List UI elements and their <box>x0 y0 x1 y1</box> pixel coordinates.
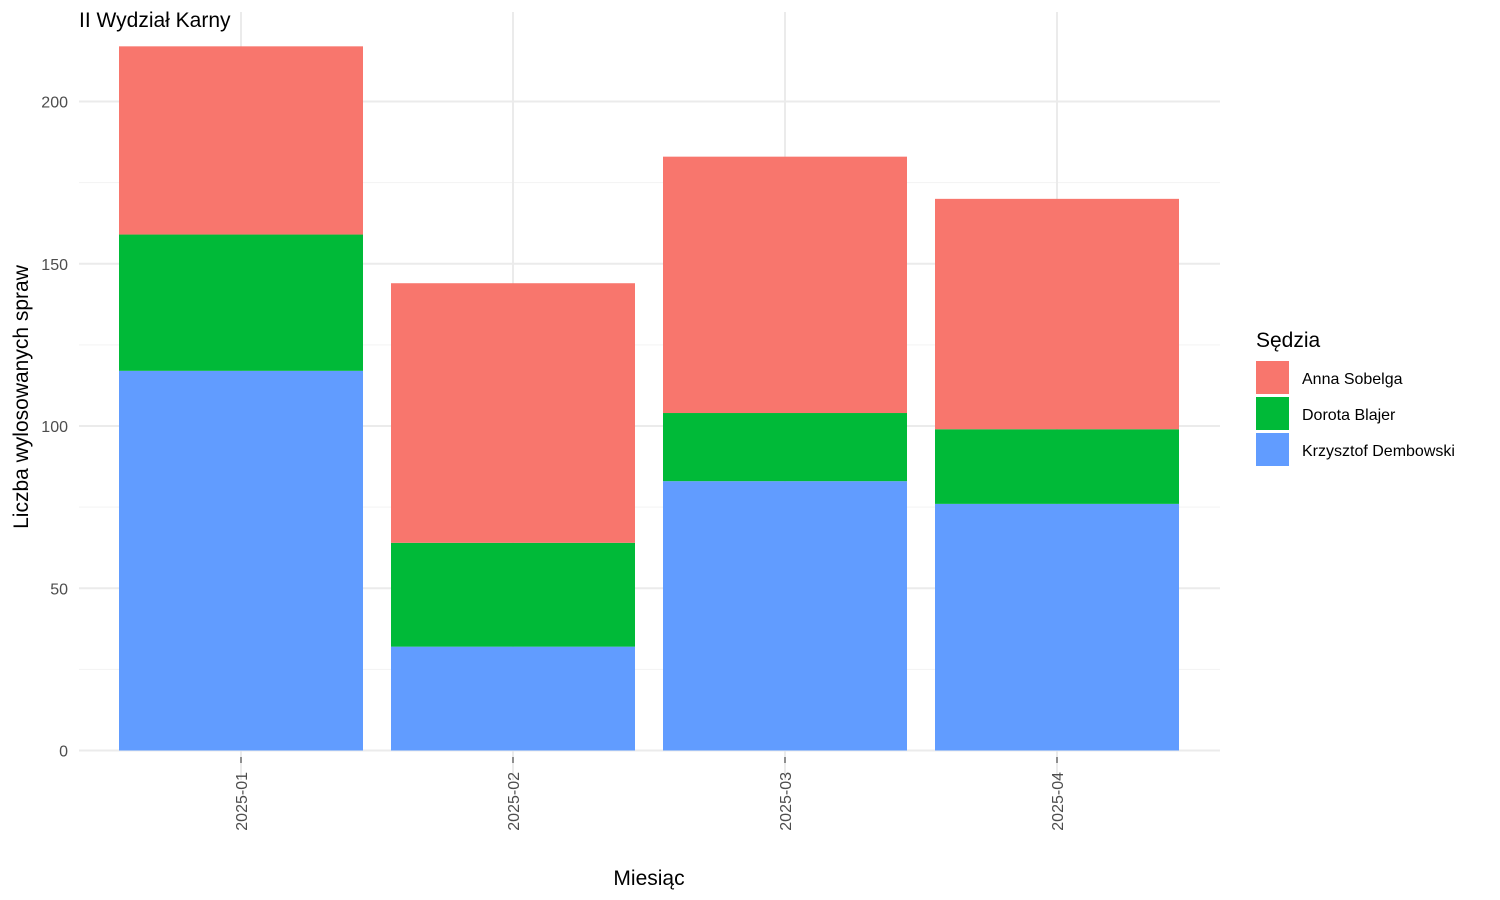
y-tick-label: 100 <box>41 419 68 436</box>
x-tick-label: 2025-03 <box>778 772 795 831</box>
y-tick-label: 200 <box>41 95 68 112</box>
x-tick-label: 2025-04 <box>1050 772 1067 831</box>
bar-segment <box>663 413 907 482</box>
bar-segment <box>935 198 1179 430</box>
chart-title: II Wydział Karny <box>79 9 231 32</box>
y-tick-label: 150 <box>41 257 68 274</box>
legend: Sędzia Anna Sobelga Dorota Blajer Krzyszto… <box>1256 329 1455 466</box>
legend-title: Sędzia <box>1256 329 1321 352</box>
legend-label: Dorota Blajer <box>1302 407 1396 424</box>
bar-segment <box>935 429 1179 504</box>
legend-key <box>1256 397 1289 430</box>
bar-segment <box>391 646 635 751</box>
bar-segment <box>935 503 1179 751</box>
bar-segment <box>391 542 635 647</box>
y-axis-title: Liczba wylosowanych spraw <box>10 264 33 529</box>
x-tick-label: 2025-02 <box>506 772 523 831</box>
bar-segment <box>391 283 635 543</box>
bar-segment <box>119 370 363 751</box>
y-axis-ticks: 0 50 100 150 200 <box>41 95 68 761</box>
x-axis-title: Miesiąc <box>613 867 684 890</box>
bar-segment <box>663 481 907 751</box>
bar-segment <box>663 156 907 414</box>
y-tick-label: 50 <box>50 581 68 598</box>
legend-key <box>1256 361 1289 394</box>
legend-label: Krzysztof Dembowski <box>1302 443 1455 460</box>
legend-label: Anna Sobelga <box>1302 371 1403 388</box>
legend-key <box>1256 433 1289 466</box>
y-tick-label: 0 <box>59 744 68 761</box>
bar-segment <box>119 234 363 371</box>
bars <box>119 46 1179 751</box>
bar-segment <box>119 46 363 235</box>
x-tick-label: 2025-01 <box>234 772 251 831</box>
x-axis-ticks: 2025-01 2025-02 2025-03 2025-04 <box>234 757 1067 831</box>
